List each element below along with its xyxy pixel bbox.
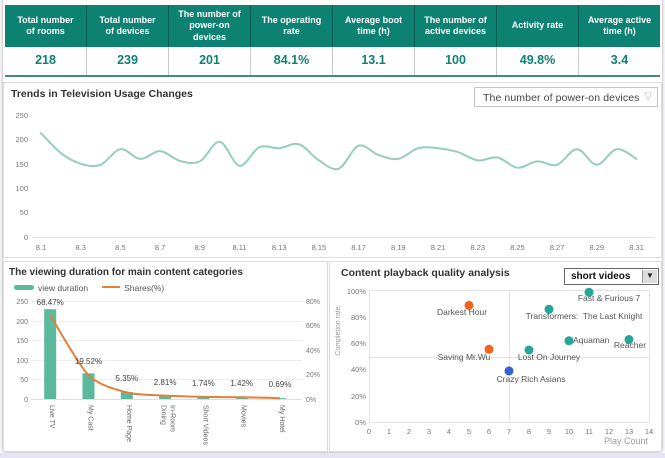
svg-text:8.29: 8.29 xyxy=(589,243,604,252)
svg-text:8.15: 8.15 xyxy=(312,243,327,252)
svg-text:Dining: Dining xyxy=(160,405,167,425)
svg-text:0: 0 xyxy=(24,233,28,242)
svg-text:0%: 0% xyxy=(306,397,316,404)
svg-text:8.25: 8.25 xyxy=(510,243,525,252)
svg-text:150: 150 xyxy=(16,338,28,345)
svg-text:8.31: 8.31 xyxy=(629,243,644,252)
svg-text:19.52%: 19.52% xyxy=(75,357,102,366)
svg-text:68.47%: 68.47% xyxy=(37,298,64,307)
svg-text:Aquaman: Aquaman xyxy=(573,335,610,345)
svg-text:8.3: 8.3 xyxy=(75,243,85,252)
svg-text:1: 1 xyxy=(387,427,391,436)
svg-text:0: 0 xyxy=(367,427,371,436)
svg-text:250: 250 xyxy=(15,111,28,120)
svg-text:100%: 100% xyxy=(347,287,367,296)
svg-text:20%: 20% xyxy=(306,372,320,379)
svg-text:8.5: 8.5 xyxy=(115,243,125,252)
svg-text:100: 100 xyxy=(15,184,28,193)
svg-text:250: 250 xyxy=(16,299,28,306)
svg-text:40%: 40% xyxy=(306,348,320,355)
svg-text:0%: 0% xyxy=(355,418,366,427)
svg-text:In-Room: In-Room xyxy=(169,405,176,432)
svg-text:50: 50 xyxy=(20,377,28,384)
svg-text:8.13: 8.13 xyxy=(272,243,287,252)
svg-text:8.7: 8.7 xyxy=(155,243,165,252)
svg-text:200: 200 xyxy=(15,135,28,144)
svg-text:8: 8 xyxy=(527,427,531,436)
svg-text:60%: 60% xyxy=(351,339,366,348)
svg-text:14: 14 xyxy=(645,427,653,436)
svg-text:Live TV: Live TV xyxy=(48,405,55,429)
svg-text:8.1: 8.1 xyxy=(36,243,46,252)
svg-text:50: 50 xyxy=(20,208,28,217)
svg-text:Transformers: The Last Knight: Transformers: The Last Knight xyxy=(526,311,643,321)
svg-text:7: 7 xyxy=(507,427,511,436)
svg-text:80%: 80% xyxy=(351,313,366,322)
svg-text:60%: 60% xyxy=(306,323,320,330)
svg-text:My Cast: My Cast xyxy=(87,405,94,431)
svg-text:8.23: 8.23 xyxy=(470,243,485,252)
svg-text:200: 200 xyxy=(16,319,28,326)
svg-text:Movies: Movies xyxy=(240,405,247,428)
svg-text:11: 11 xyxy=(585,427,593,436)
svg-text:9: 9 xyxy=(547,427,551,436)
svg-text:13: 13 xyxy=(625,427,633,436)
svg-text:Darkest Hour: Darkest Hour xyxy=(437,307,487,317)
svg-text:1.74%: 1.74% xyxy=(192,379,215,388)
svg-text:4: 4 xyxy=(447,427,451,436)
svg-text:2.81%: 2.81% xyxy=(154,378,177,387)
svg-text:40%: 40% xyxy=(351,365,366,374)
svg-text:Lost On Journey: Lost On Journey xyxy=(518,352,581,362)
svg-text:0: 0 xyxy=(24,397,28,404)
svg-text:Fast & Furious 7: Fast & Furious 7 xyxy=(578,293,641,303)
svg-text:8.9: 8.9 xyxy=(195,243,205,252)
svg-text:8.27: 8.27 xyxy=(550,243,565,252)
svg-text:2: 2 xyxy=(407,427,411,436)
svg-text:12: 12 xyxy=(605,427,613,436)
svg-text:1.42%: 1.42% xyxy=(230,379,253,388)
svg-text:8.21: 8.21 xyxy=(431,243,446,252)
svg-text:6: 6 xyxy=(487,427,491,436)
svg-text:Reacher: Reacher xyxy=(614,340,646,350)
svg-text:8.11: 8.11 xyxy=(232,243,246,252)
svg-text:80%: 80% xyxy=(306,299,320,306)
svg-text:Completion rate: Completion rate xyxy=(335,306,342,356)
svg-text:Saving Mr.Wu: Saving Mr.Wu xyxy=(438,352,491,362)
svg-text:100: 100 xyxy=(16,358,28,365)
svg-text:Play Count: Play Count xyxy=(604,436,649,446)
svg-text:Home Page: Home Page xyxy=(125,405,132,442)
svg-text:Crazy Rich Asians: Crazy Rich Asians xyxy=(497,374,566,384)
svg-text:8.17: 8.17 xyxy=(351,243,366,252)
svg-text:0.69%: 0.69% xyxy=(269,380,292,389)
svg-text:My Hotel: My Hotel xyxy=(278,405,285,433)
svg-text:150: 150 xyxy=(15,160,28,169)
svg-text:20%: 20% xyxy=(351,392,366,401)
svg-text:3: 3 xyxy=(427,427,431,436)
svg-text:10: 10 xyxy=(565,427,573,436)
svg-text:5.35%: 5.35% xyxy=(115,374,138,383)
svg-text:5: 5 xyxy=(467,427,471,436)
svg-text:8.19: 8.19 xyxy=(391,243,406,252)
svg-text:Short Videos: Short Videos xyxy=(201,405,208,445)
